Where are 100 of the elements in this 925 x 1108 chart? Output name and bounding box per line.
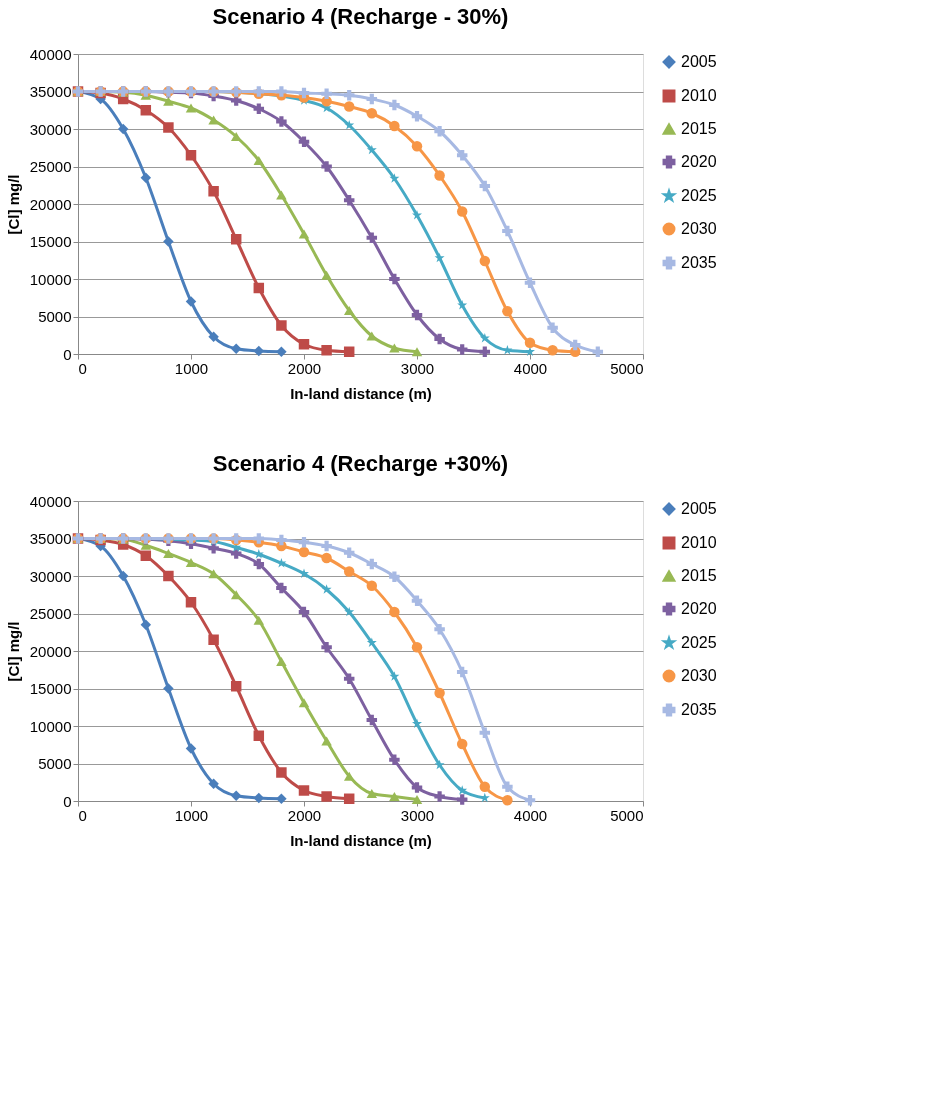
point <box>163 548 174 559</box>
x-tick-label: 3000 <box>400 806 435 824</box>
point <box>411 309 423 321</box>
chart-title: Scenario 4 (Recharge - 30%) <box>212 4 509 29</box>
point <box>321 345 332 356</box>
point <box>276 320 287 331</box>
point <box>230 234 242 245</box>
x-tick-label: 5000 <box>610 806 644 824</box>
point <box>253 615 265 625</box>
point <box>276 793 287 804</box>
point <box>411 347 423 357</box>
y-tick-label: 40000 <box>29 492 72 510</box>
point <box>434 791 445 802</box>
point <box>140 105 152 116</box>
x-axis-title: In-land distance (m) <box>290 384 432 402</box>
y-tick-label: 0 <box>63 345 72 363</box>
point <box>185 150 197 161</box>
y-tick-label: 15000 <box>29 680 72 697</box>
point <box>389 791 400 802</box>
point <box>434 759 445 770</box>
point <box>230 790 242 801</box>
y-tick-label: 0 <box>63 792 72 810</box>
point <box>321 552 332 564</box>
point <box>479 346 491 357</box>
point <box>434 333 445 345</box>
point <box>434 252 445 263</box>
point <box>276 190 287 200</box>
point <box>456 666 468 678</box>
point <box>366 637 377 647</box>
x-tick-label: 2000 <box>287 359 322 377</box>
point <box>298 606 310 618</box>
point <box>569 339 581 351</box>
point <box>298 229 310 239</box>
point <box>366 108 378 119</box>
y-tick-label: 35000 <box>29 530 72 547</box>
y-tick-label: 20000 <box>29 195 72 213</box>
x-tick-label: 2000 <box>287 806 322 824</box>
point <box>208 331 219 342</box>
legend-label: 2030 <box>681 667 717 684</box>
point <box>321 540 332 552</box>
x-tick-label: 3000 <box>400 359 435 377</box>
point <box>298 136 310 147</box>
point <box>479 255 491 267</box>
point <box>343 547 355 558</box>
y-tick-label: 5000 <box>38 308 72 325</box>
y-tick-label: 10000 <box>29 270 72 288</box>
point <box>434 126 445 137</box>
point <box>321 270 332 280</box>
point <box>456 206 468 217</box>
point <box>411 111 423 122</box>
point <box>185 103 197 113</box>
point <box>163 96 174 106</box>
x-tick-label: 4000 <box>513 359 548 377</box>
point <box>344 120 355 130</box>
y-tick-label: 15000 <box>29 233 72 250</box>
point <box>140 550 152 561</box>
point <box>253 730 265 741</box>
point <box>343 566 355 577</box>
point <box>343 90 355 101</box>
point <box>343 195 355 206</box>
y-tick-label: 10000 <box>29 717 72 735</box>
point <box>592 346 604 357</box>
legend-label: 2010 <box>681 87 717 104</box>
point <box>253 558 265 570</box>
point <box>117 123 129 135</box>
point <box>456 794 468 805</box>
point <box>321 642 332 653</box>
point <box>253 533 265 544</box>
point <box>276 767 287 778</box>
point <box>321 161 332 172</box>
legend-label: 2005 <box>681 53 717 70</box>
point <box>163 683 174 694</box>
legend-label: 2015 <box>681 567 717 584</box>
legend-label: 2035 <box>681 254 717 271</box>
point <box>411 595 423 606</box>
point <box>502 795 513 806</box>
legend-label: 2025 <box>681 634 717 651</box>
point <box>366 144 377 155</box>
legend-label: 2035 <box>681 701 717 718</box>
point <box>208 634 219 645</box>
point <box>456 344 468 355</box>
y-tick-label: 35000 <box>29 83 72 100</box>
y-tick-label: 30000 <box>29 120 72 138</box>
point <box>366 232 378 243</box>
point <box>230 131 242 142</box>
point <box>163 236 174 247</box>
legend-label: 2005 <box>681 500 717 517</box>
point <box>230 590 242 600</box>
y-tick-label: 25000 <box>29 158 72 175</box>
point <box>163 122 174 133</box>
y-tick-label: 20000 <box>29 642 72 660</box>
legend-label: 2025 <box>681 187 717 204</box>
point <box>502 781 513 792</box>
point <box>321 791 332 802</box>
point <box>524 795 536 806</box>
point <box>208 543 219 554</box>
point <box>185 743 197 754</box>
chart-title: Scenario 4 (Recharge +30%) <box>212 451 509 476</box>
y-tick-label: 5000 <box>38 755 72 772</box>
point <box>140 619 152 630</box>
